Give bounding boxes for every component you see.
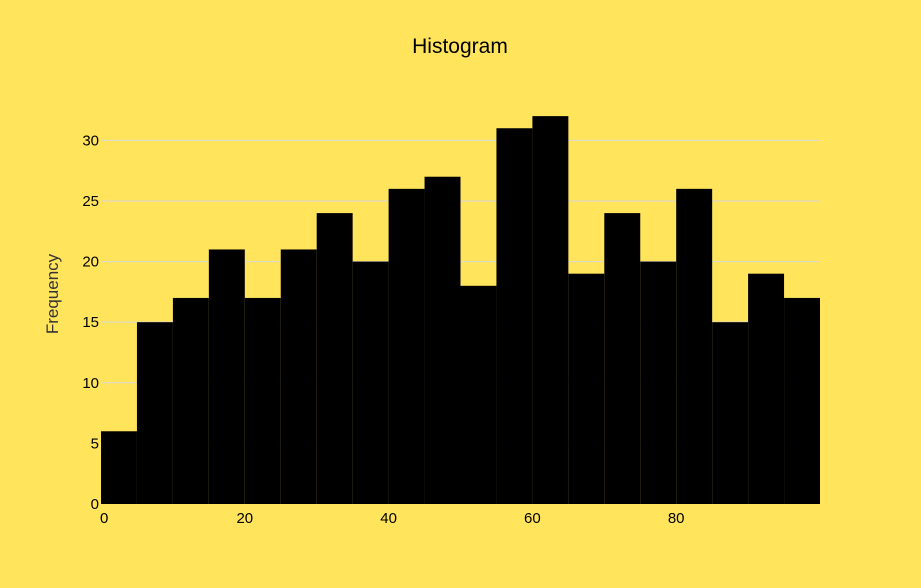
y-tick-label: 25 <box>82 193 99 210</box>
x-tick-label: 0 <box>100 510 108 527</box>
histogram-bar <box>244 297 281 504</box>
histogram-bar <box>640 261 677 504</box>
histogram-bar <box>748 273 785 504</box>
histogram-bar <box>460 285 497 504</box>
y-tick-label: 20 <box>82 254 99 271</box>
histogram-bar <box>532 116 569 504</box>
histogram-bar <box>712 322 749 504</box>
y-tick-label: 15 <box>82 314 99 331</box>
histogram-bar <box>136 322 173 504</box>
histogram-bar <box>424 176 461 504</box>
y-axis-label: Frequency <box>43 253 62 334</box>
x-tick-label: 80 <box>668 510 685 527</box>
x-tick-label: 40 <box>380 510 397 527</box>
x-tick-label: 20 <box>236 510 253 527</box>
histogram-bar <box>388 188 425 504</box>
histogram-bar <box>172 297 209 504</box>
histogram-bar <box>784 297 820 504</box>
histogram-bar <box>568 273 605 504</box>
y-tick-label: 5 <box>91 435 99 452</box>
histogram-bar <box>101 431 137 504</box>
histogram-bar <box>676 188 713 504</box>
y-tick-label: 0 <box>91 496 99 513</box>
x-axis-ticks: 0 20 40 60 80 <box>100 510 685 527</box>
histogram-bar <box>208 249 245 504</box>
histogram-bars <box>101 116 820 504</box>
y-tick-label: 30 <box>82 132 99 149</box>
histogram-bar <box>316 213 353 504</box>
chart-title: Histogram <box>412 35 508 58</box>
histogram-bar <box>604 213 641 504</box>
x-tick-label: 60 <box>524 510 541 527</box>
histogram-bar <box>280 249 317 504</box>
histogram-bar <box>352 261 389 504</box>
y-tick-label: 10 <box>82 375 99 392</box>
y-axis-ticks: 0 5 10 15 20 25 30 <box>82 132 99 513</box>
histogram-bar <box>496 128 533 504</box>
